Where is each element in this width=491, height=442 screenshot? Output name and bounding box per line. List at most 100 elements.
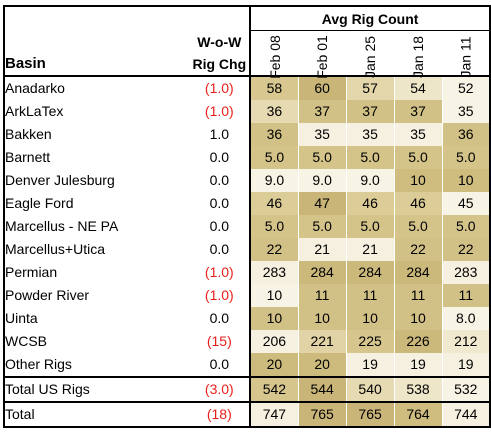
rig-count-cell: 57 bbox=[345, 74, 395, 100]
rig-count-cell: 19 bbox=[441, 352, 491, 377]
rig-count-cell: 5.0 bbox=[441, 214, 491, 238]
month-header: Jan 11 bbox=[442, 30, 491, 77]
basin-name: Anadarko bbox=[2, 74, 190, 100]
rig-count-cell: 10 bbox=[297, 306, 347, 330]
rig-count-cell: 35 bbox=[441, 99, 491, 123]
month-header: Jan 18 bbox=[410, 35, 427, 78]
table-row: WCSB (15) 206 221 225 226 212 bbox=[2, 329, 491, 353]
rig-count-cell: 9.0 bbox=[249, 168, 299, 192]
month-header: Feb 01 bbox=[314, 34, 331, 79]
rig-count-cell: 5.0 bbox=[441, 145, 491, 169]
rig-count-cell: 46 bbox=[249, 191, 299, 215]
wow-label: W-o-W bbox=[197, 33, 242, 50]
table-row: Marcellus - NE PA 0.0 5.0 5.0 5.0 5.0 5.0 bbox=[2, 214, 491, 238]
rig-count-cell: 46 bbox=[345, 191, 395, 215]
basin-name: Powder River bbox=[2, 283, 190, 307]
rig-count-cell: 747 bbox=[249, 400, 299, 428]
rig-count-cell: 5.0 bbox=[297, 145, 347, 169]
rig-count-cell: 35 bbox=[393, 122, 443, 146]
rig-chg-label: Rig Chg bbox=[192, 55, 247, 72]
basin-name: ArkLaTex bbox=[2, 99, 190, 123]
rig-count-cell: 11 bbox=[345, 283, 395, 307]
header-blank bbox=[2, 5, 190, 31]
rig-count-cell: 10 bbox=[441, 168, 491, 192]
wow-change-value: 1.0 bbox=[189, 122, 252, 146]
rig-count-cell: 36 bbox=[441, 122, 491, 146]
rig-count-cell: 37 bbox=[393, 99, 443, 123]
basin-name: Barnett bbox=[2, 145, 190, 169]
basin-name: Bakken bbox=[2, 122, 190, 146]
rig-count-cell: 20 bbox=[249, 352, 299, 377]
rig-count-cell: 284 bbox=[345, 260, 395, 284]
total-row: Total US Rigs (3.0) 542 544 540 538 532 bbox=[2, 375, 491, 402]
rig-count-cell: 22 bbox=[249, 237, 299, 261]
total-row: Total (18) 747 765 765 764 744 bbox=[2, 400, 491, 428]
rig-count-cell: 10 bbox=[249, 306, 299, 330]
table-row: Permian (1.0) 283 284 284 284 283 bbox=[2, 260, 491, 284]
table-row: Eagle Ford 0.0 46 47 46 46 45 bbox=[2, 191, 491, 215]
wow-change-value: 0.0 bbox=[189, 237, 252, 261]
table-row: Uinta 0.0 10 10 10 10 8.0 bbox=[2, 306, 491, 330]
rig-count-cell: 284 bbox=[393, 260, 443, 284]
rig-count-cell: 10 bbox=[345, 306, 395, 330]
month-header: Jan 25 bbox=[362, 35, 379, 78]
basin-name: Marcellus+Utica bbox=[2, 237, 190, 261]
rig-count-cell: 54 bbox=[393, 74, 443, 100]
basin-column-header: Basin bbox=[2, 30, 190, 76]
basin-name: Total bbox=[2, 400, 190, 428]
table-row: ArkLaTex (1.0) 36 37 37 37 35 bbox=[2, 99, 491, 123]
rig-count-cell: 225 bbox=[345, 329, 395, 353]
rig-count-cell: 212 bbox=[441, 329, 491, 353]
rig-count-cell: 8.0 bbox=[441, 306, 491, 330]
rig-count-cell: 37 bbox=[345, 99, 395, 123]
rig-count-cell: 60 bbox=[297, 74, 347, 100]
rig-count-cell: 21 bbox=[345, 237, 395, 261]
basin-name: Marcellus - NE PA bbox=[2, 214, 190, 238]
rig-count-cell: 5.0 bbox=[297, 214, 347, 238]
wow-change-value: 0.0 bbox=[189, 352, 252, 377]
rig-count-cell: 540 bbox=[345, 375, 395, 402]
rig-count-cell: 19 bbox=[345, 352, 395, 377]
rig-count-cell: 283 bbox=[441, 260, 491, 284]
rig-count-cell: 36 bbox=[249, 99, 299, 123]
wow-change-value: (15) bbox=[189, 329, 252, 353]
month-header: Feb 08 bbox=[266, 34, 283, 79]
rig-count-cell: 11 bbox=[441, 283, 491, 307]
basin-name: Eagle Ford bbox=[2, 191, 190, 215]
rig-count-cell: 10 bbox=[249, 283, 299, 307]
rig-count-cell: 226 bbox=[393, 329, 443, 353]
rig-count-cell: 538 bbox=[393, 375, 443, 402]
table-row: Other Rigs 0.0 20 20 19 19 19 bbox=[2, 352, 491, 377]
rig-count-cell: 284 bbox=[297, 260, 347, 284]
rig-count-cell: 5.0 bbox=[393, 145, 443, 169]
wow-change-value: 0.0 bbox=[189, 191, 252, 215]
rig-count-cell: 744 bbox=[441, 400, 491, 428]
rig-count-cell: 544 bbox=[297, 375, 347, 402]
rig-count-cell: 221 bbox=[297, 329, 347, 353]
wow-change-value: 0.0 bbox=[189, 168, 252, 192]
rig-count-cell: 52 bbox=[441, 74, 491, 100]
rig-count-cell: 37 bbox=[297, 99, 347, 123]
wow-change-value: (1.0) bbox=[189, 260, 252, 284]
avg-rig-count-header: Avg Rig Count bbox=[250, 5, 491, 31]
rig-count-cell: 542 bbox=[249, 375, 299, 402]
rig-count-table: Avg Rig Count Basin W-o-W Rig Chg Feb 08… bbox=[2, 5, 491, 428]
wow-change-column-header: W-o-W Rig Chg bbox=[189, 30, 252, 76]
basin-name: Uinta bbox=[2, 306, 190, 330]
wow-change-value: (3.0) bbox=[189, 375, 252, 402]
rig-count-cell: 206 bbox=[249, 329, 299, 353]
rig-count-cell: 5.0 bbox=[345, 145, 395, 169]
table-row: Bakken 1.0 36 35 35 35 36 bbox=[2, 122, 491, 146]
wow-change-value: (1.0) bbox=[189, 283, 252, 307]
basin-name: Total US Rigs bbox=[2, 375, 190, 402]
rig-count-cell: 9.0 bbox=[345, 168, 395, 192]
rig-count-cell: 22 bbox=[393, 237, 443, 261]
rig-count-cell: 45 bbox=[441, 191, 491, 215]
rig-count-cell: 36 bbox=[249, 122, 299, 146]
rig-count-cell: 47 bbox=[297, 191, 347, 215]
rig-count-cell: 9.0 bbox=[297, 168, 347, 192]
rig-count-cell: 58 bbox=[249, 74, 299, 100]
header-blank bbox=[189, 5, 252, 31]
table-row: Powder River (1.0) 10 11 11 11 11 bbox=[2, 283, 491, 307]
rig-count-cell: 532 bbox=[441, 375, 491, 402]
